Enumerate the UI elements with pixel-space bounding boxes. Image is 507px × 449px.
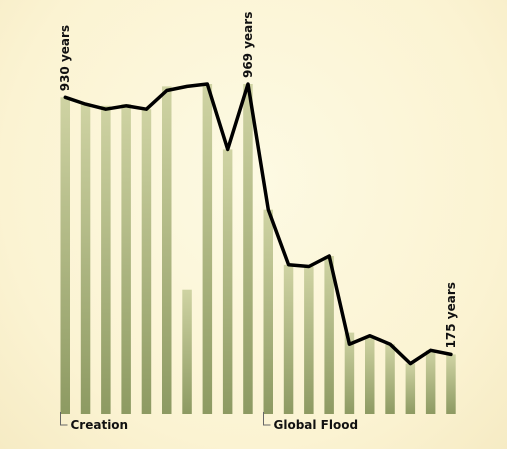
annotation-label-1: 969 years xyxy=(241,12,255,78)
bar-15 xyxy=(365,335,375,414)
bar-13 xyxy=(324,255,334,414)
bar-7 xyxy=(202,84,213,414)
bar-5 xyxy=(162,86,172,414)
markers: Creation Global Flood xyxy=(60,412,359,432)
marker-tick-1 xyxy=(263,412,271,426)
annotation-label-2: 175 years xyxy=(444,282,458,348)
bar-14 xyxy=(344,332,355,414)
bar-1 xyxy=(80,103,91,414)
bar-2 xyxy=(101,105,111,415)
bar-3 xyxy=(121,104,131,414)
marker-label-0: Creation xyxy=(71,418,129,432)
bar-16 xyxy=(385,344,395,414)
bar-17 xyxy=(405,363,416,414)
bar-9 xyxy=(243,84,253,414)
bar-11 xyxy=(283,264,294,414)
bar-4 xyxy=(141,109,152,415)
series-line xyxy=(63,82,453,366)
annotations: 930 years 969 years 175 years xyxy=(58,12,458,349)
bar-10 xyxy=(263,209,273,414)
bar-8 xyxy=(222,149,233,414)
bars xyxy=(60,84,456,415)
annotation-label-0: 930 years xyxy=(58,25,72,91)
bar-6 xyxy=(182,289,192,414)
bar-12 xyxy=(304,266,314,414)
marker-label-1: Global Flood xyxy=(274,418,359,432)
marker-tick-0 xyxy=(60,412,68,426)
bar-18 xyxy=(425,350,436,414)
bar-0 xyxy=(60,97,70,414)
bar-19 xyxy=(446,354,456,414)
